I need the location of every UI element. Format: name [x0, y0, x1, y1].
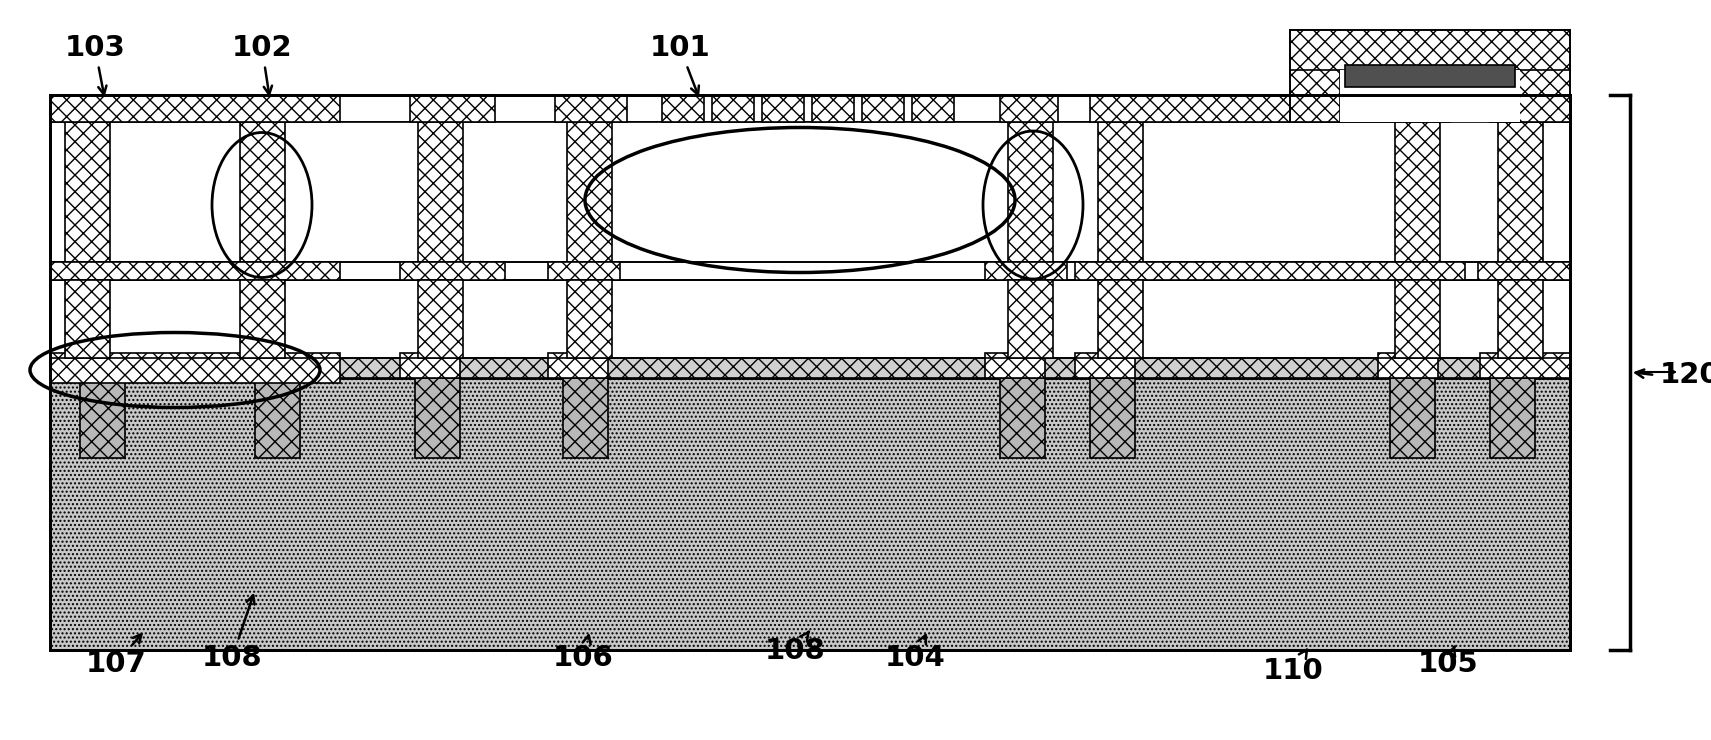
Text: 103: 103: [65, 34, 125, 95]
Bar: [400, 262, 505, 280]
Bar: [1075, 262, 1465, 280]
Bar: [1499, 280, 1543, 358]
Bar: [50, 358, 1571, 378]
Bar: [1394, 280, 1441, 358]
Bar: [1340, 70, 1519, 122]
Text: 107: 107: [86, 634, 147, 678]
Bar: [255, 378, 299, 458]
Bar: [1090, 378, 1134, 458]
Bar: [563, 378, 607, 458]
Bar: [50, 378, 1571, 650]
Bar: [50, 358, 1571, 378]
Text: 105: 105: [1418, 647, 1478, 678]
Bar: [912, 95, 955, 122]
Bar: [1377, 353, 1437, 378]
Text: 101: 101: [650, 34, 710, 95]
Bar: [548, 353, 607, 378]
Text: 108: 108: [765, 631, 825, 665]
Bar: [1098, 280, 1143, 358]
Bar: [80, 378, 125, 458]
Bar: [1480, 353, 1571, 378]
Bar: [999, 378, 1045, 458]
Bar: [240, 280, 286, 358]
Bar: [417, 122, 464, 262]
Bar: [999, 95, 1057, 122]
Text: 102: 102: [231, 34, 293, 95]
Bar: [1394, 122, 1441, 262]
Bar: [50, 262, 340, 280]
Bar: [1345, 65, 1514, 87]
Bar: [1098, 122, 1143, 262]
Text: 110: 110: [1263, 650, 1323, 685]
Bar: [417, 280, 464, 358]
Bar: [986, 262, 1068, 280]
Bar: [1514, 30, 1571, 122]
Text: 104: 104: [885, 635, 946, 672]
Bar: [1090, 95, 1449, 122]
Bar: [1008, 280, 1052, 358]
Bar: [50, 280, 1571, 358]
Bar: [1499, 122, 1543, 262]
Text: 108: 108: [202, 595, 262, 672]
Bar: [65, 280, 110, 358]
Bar: [1075, 353, 1134, 378]
Bar: [50, 122, 1571, 262]
Bar: [1490, 378, 1535, 458]
Bar: [50, 378, 1571, 650]
Bar: [416, 378, 460, 458]
Bar: [813, 95, 854, 122]
Bar: [862, 95, 903, 122]
Text: 120: 120: [1660, 361, 1711, 389]
Bar: [65, 122, 110, 262]
Bar: [761, 95, 804, 122]
Bar: [662, 95, 703, 122]
Bar: [50, 262, 1571, 280]
Bar: [50, 122, 1571, 260]
Bar: [50, 196, 1571, 358]
Bar: [400, 353, 460, 378]
Bar: [1490, 95, 1571, 122]
Bar: [566, 122, 613, 262]
Text: 106: 106: [553, 636, 613, 672]
Bar: [1478, 262, 1571, 280]
Bar: [50, 353, 340, 383]
Bar: [240, 122, 286, 262]
Bar: [411, 95, 494, 122]
Bar: [1008, 122, 1052, 262]
Bar: [50, 95, 340, 122]
Bar: [1389, 378, 1436, 458]
Bar: [1290, 30, 1571, 70]
Bar: [1290, 30, 1340, 122]
Bar: [554, 95, 626, 122]
Bar: [548, 262, 619, 280]
Bar: [50, 280, 1571, 358]
Bar: [986, 353, 1045, 378]
Bar: [566, 280, 613, 358]
Bar: [712, 95, 755, 122]
